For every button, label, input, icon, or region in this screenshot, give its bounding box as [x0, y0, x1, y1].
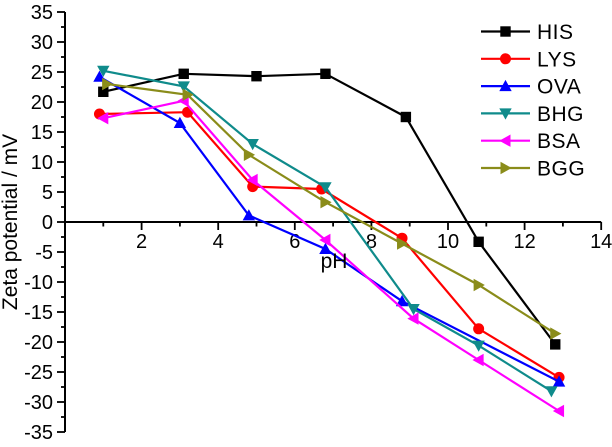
y-tick-label: -35	[24, 422, 53, 442]
x-tick-label: 6	[289, 231, 300, 253]
triangle-down-marker	[472, 340, 485, 352]
series-OVA	[93, 70, 566, 387]
y-axis-title: Zeta potential / mV	[0, 134, 22, 310]
square-marker	[178, 68, 189, 79]
x-tick-label: 12	[513, 231, 535, 253]
circle-marker	[473, 323, 485, 335]
triangle-right-marker	[102, 77, 114, 91]
triangle-right-marker	[473, 278, 485, 292]
legend-label: BGG	[537, 158, 585, 181]
triangle-down-marker	[545, 386, 558, 398]
triangle-right-marker	[500, 161, 512, 175]
legend-label: LYS	[537, 48, 577, 71]
series-line-OVA	[98, 75, 560, 383]
x-tick-label: 4	[213, 231, 224, 253]
legend-entry-HIS: HIS	[481, 21, 574, 44]
legend-entry-BHG: BHG	[481, 103, 584, 126]
triangle-left-marker	[97, 112, 109, 125]
legend: HIS LYS OVA BHG BSA BGG	[481, 21, 585, 181]
y-tick-label: 15	[31, 122, 53, 144]
axes: -35 -30 -25 -20 -15 -10 -5 0 5 10 15 20 25 30 35 2 4 6 8 10…	[24, 2, 612, 444]
series-BGG	[102, 77, 562, 340]
y-tick-label: -20	[24, 332, 53, 354]
x-tick-label: 10	[437, 231, 459, 253]
y-tick-label: -10	[24, 272, 53, 294]
square-marker	[550, 339, 561, 350]
triangle-right-marker	[397, 237, 409, 250]
square-marker	[500, 26, 511, 37]
x-axis-title: pH	[321, 250, 348, 273]
series-BHG	[97, 65, 558, 398]
triangle-left-marker	[499, 134, 511, 147]
square-marker	[473, 236, 484, 247]
legend-entry-LYS: LYS	[481, 48, 577, 71]
triangle-right-marker	[320, 196, 332, 209]
y-tick-label: -30	[24, 392, 53, 414]
x-tick-label: 8	[366, 231, 377, 253]
legend-entry-OVA: OVA	[481, 76, 581, 99]
y-tick-label: 10	[31, 152, 53, 174]
triangle-up-marker	[552, 375, 566, 387]
y-tick-label: 0	[42, 212, 53, 234]
legend-label: HIS	[537, 21, 574, 44]
triangle-up-marker	[499, 79, 512, 92]
triangle-down-marker	[97, 65, 110, 77]
x-tick-label: 2	[136, 231, 147, 253]
y-tick-label: -5	[35, 242, 53, 264]
y-tick-label: 20	[31, 92, 53, 114]
series-line-BGG	[106, 82, 556, 335]
x-tick-label: 14	[590, 231, 612, 253]
y-tick-label: 25	[31, 62, 53, 84]
triangle-left-marker	[472, 353, 484, 367]
circle-marker	[500, 53, 511, 65]
legend-label: BSA	[537, 130, 581, 153]
legend-entry-BSA: BSA	[481, 130, 581, 153]
y-tick-label: 30	[31, 32, 53, 54]
y-tick-label: -15	[24, 302, 53, 324]
triangle-up-marker	[242, 209, 256, 221]
y-tick-label: -25	[24, 362, 53, 384]
triangle-down-marker	[499, 108, 512, 120]
square-marker	[98, 86, 109, 97]
triangle-left-marker	[407, 312, 419, 325]
triangle-right-marker	[243, 148, 256, 161]
data-series	[93, 65, 566, 418]
square-marker	[400, 111, 412, 123]
triangle-right-marker	[550, 327, 562, 340]
triangle-up-marker	[319, 242, 332, 254]
triangle-down-marker	[246, 139, 259, 151]
y-tick-label: 5	[42, 182, 53, 204]
legend-label: BHG	[537, 103, 584, 126]
triangle-up-marker	[173, 116, 187, 128]
triangle-up-marker	[395, 295, 409, 307]
y-tick-label: 35	[31, 2, 53, 24]
triangle-down-marker	[407, 304, 420, 316]
series-HIS	[98, 68, 561, 350]
legend-label: OVA	[537, 76, 581, 99]
legend-entry-BGG: BGG	[481, 158, 585, 181]
triangle-right-marker	[182, 88, 194, 101]
triangle-down-marker	[319, 182, 332, 194]
triangle-down-marker	[177, 81, 190, 93]
square-marker	[320, 68, 331, 79]
triangle-left-marker	[246, 173, 258, 187]
square-marker	[251, 71, 262, 82]
triangle-left-marker	[319, 233, 331, 247]
triangle-left-marker	[552, 404, 565, 418]
